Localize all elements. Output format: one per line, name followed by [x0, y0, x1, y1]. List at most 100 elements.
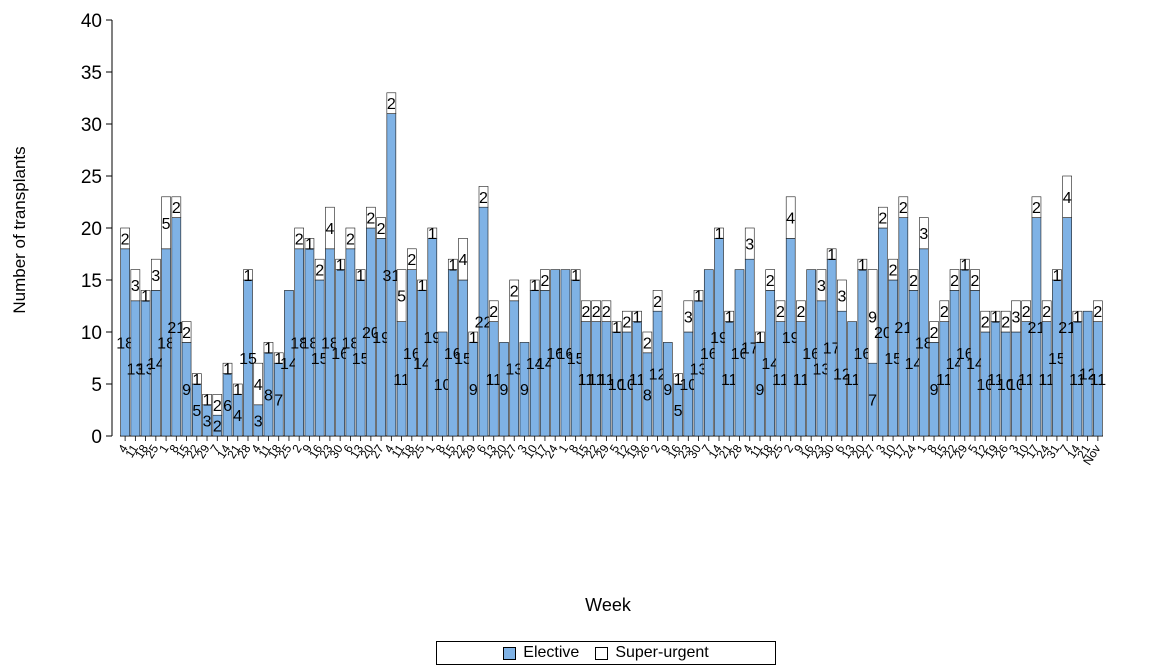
bar-elective — [703, 269, 714, 437]
bar-super-urgent — [396, 269, 407, 322]
data-label-super-urgent: 2 — [602, 304, 611, 321]
bar-elective — [663, 342, 673, 437]
bar-super-urgent — [611, 321, 622, 333]
data-label-super-urgent: 2 — [377, 221, 386, 238]
data-label-elective: 15 — [352, 351, 370, 368]
bar-super-urgent — [488, 300, 499, 322]
data-label-super-urgent: 2 — [592, 304, 601, 321]
data-label-super-urgent: 2 — [213, 398, 222, 415]
bar-super-urgent — [458, 238, 468, 281]
data-label-elective: 11 — [1038, 372, 1055, 389]
bar-super-urgent — [1000, 310, 1011, 333]
bar-super-urgent — [427, 227, 438, 239]
data-label-super-urgent: 2 — [387, 96, 396, 113]
data-label-elective: 11 — [987, 372, 1004, 389]
data-label-elective: 16 — [557, 346, 575, 363]
bar-super-urgent — [1041, 300, 1052, 322]
bar-super-urgent — [949, 269, 960, 291]
data-label-elective: 17 — [741, 341, 759, 358]
data-label-super-urgent: 1 — [448, 257, 457, 274]
bar-super-urgent — [202, 394, 212, 406]
bar-super-urgent — [1062, 175, 1072, 218]
x-axis-label: Week — [585, 595, 632, 615]
data-label-super-urgent: 2 — [121, 231, 130, 248]
data-label-super-urgent: 3 — [684, 309, 693, 326]
data-label-elective: 16 — [444, 346, 462, 363]
data-label-elective: 17 — [823, 341, 841, 358]
data-label-elective: 15 — [239, 351, 257, 368]
data-label-elective: 20 — [874, 325, 892, 342]
data-label-elective: 14 — [966, 356, 984, 373]
y-tick-label: 5 — [91, 375, 102, 396]
bar-elective — [1082, 310, 1093, 437]
data-label-elective: 18 — [321, 335, 339, 352]
data-label-super-urgent: 4 — [325, 221, 334, 238]
data-label-super-urgent: 1 — [141, 289, 150, 306]
y-tick-label: 0 — [91, 427, 102, 448]
bar-super-urgent — [837, 279, 847, 312]
data-label-super-urgent: 1 — [715, 226, 724, 243]
bar-elective — [734, 269, 745, 437]
data-label-super-urgent: 2 — [909, 273, 918, 290]
data-label-elective: 7 — [274, 393, 283, 410]
data-label-super-urgent: 2 — [1001, 315, 1010, 332]
data-label-elective: 5 — [674, 403, 683, 420]
x-axis: 4111825181522297142128411182529162330613… — [115, 435, 1103, 468]
data-label-super-urgent: 2 — [182, 325, 191, 342]
data-label-super-urgent: 2 — [930, 325, 939, 342]
data-label-elective: 16 — [853, 346, 871, 363]
data-label-elective: 13 — [690, 361, 708, 378]
data-label-elective: 19 — [372, 330, 390, 347]
data-label-elective: 14 — [147, 356, 165, 373]
bar-super-urgent — [959, 258, 970, 270]
data-label-elective: 10 — [618, 377, 636, 394]
data-label-elective: 18 — [290, 335, 308, 352]
data-label-super-urgent: 1 — [1052, 268, 1061, 285]
data-label-super-urgent: 2 — [940, 304, 949, 321]
data-label-elective: 31 — [382, 268, 400, 285]
data-label-elective: 11 — [588, 372, 605, 389]
data-label-super-urgent: 1 — [530, 278, 539, 295]
data-label-elective: 14 — [905, 356, 923, 373]
bar-super-urgent — [417, 279, 427, 291]
bar-super-urgent — [540, 269, 550, 291]
bars: 2183131133145182212915132216141154318171… — [116, 92, 1106, 437]
data-label-super-urgent: 2 — [295, 231, 304, 248]
legend-swatch-super-urgent — [595, 646, 609, 660]
data-label-elective: 10 — [997, 377, 1015, 394]
data-label-elective: 16 — [731, 346, 749, 363]
bar-super-urgent — [529, 279, 540, 291]
data-label-super-urgent: 2 — [407, 252, 416, 269]
data-label-elective: 9 — [663, 382, 672, 399]
bar-super-urgent — [724, 310, 735, 322]
data-label-super-urgent: 1 — [991, 309, 1000, 326]
y-tick-label: 10 — [81, 323, 102, 344]
bar-super-urgent — [632, 310, 642, 322]
data-label-super-urgent: 3 — [919, 226, 928, 243]
data-label-elective: 11 — [393, 372, 410, 389]
bar-super-urgent — [407, 248, 417, 270]
data-label-super-urgent: 1 — [244, 268, 253, 285]
bar-super-urgent — [355, 269, 366, 281]
data-label-elective: 5 — [192, 403, 201, 420]
data-label-super-urgent: 3 — [745, 237, 754, 254]
data-label-elective: 21 — [894, 320, 912, 337]
bar-super-urgent — [232, 383, 243, 395]
bar-elective — [499, 342, 509, 437]
data-label-super-urgent: 2 — [899, 200, 908, 217]
bar-super-urgent — [898, 196, 909, 218]
bar-elective — [284, 290, 294, 437]
data-label-elective: 15 — [884, 351, 902, 368]
bar-super-urgent — [294, 227, 304, 250]
data-label-elective: 19 — [423, 330, 441, 347]
data-label-super-urgent: 2 — [510, 283, 519, 300]
data-label-elective: 20 — [362, 325, 380, 342]
bar-super-urgent — [888, 258, 898, 281]
data-label-elective: 14 — [413, 356, 431, 373]
data-label-super-urgent: 4 — [459, 252, 468, 269]
data-label-elective: 11 — [578, 372, 595, 389]
bar-elective — [847, 321, 857, 437]
data-label-elective: 4 — [233, 408, 242, 425]
bar-super-urgent — [785, 196, 796, 239]
data-label-super-urgent: 1 — [223, 361, 232, 378]
